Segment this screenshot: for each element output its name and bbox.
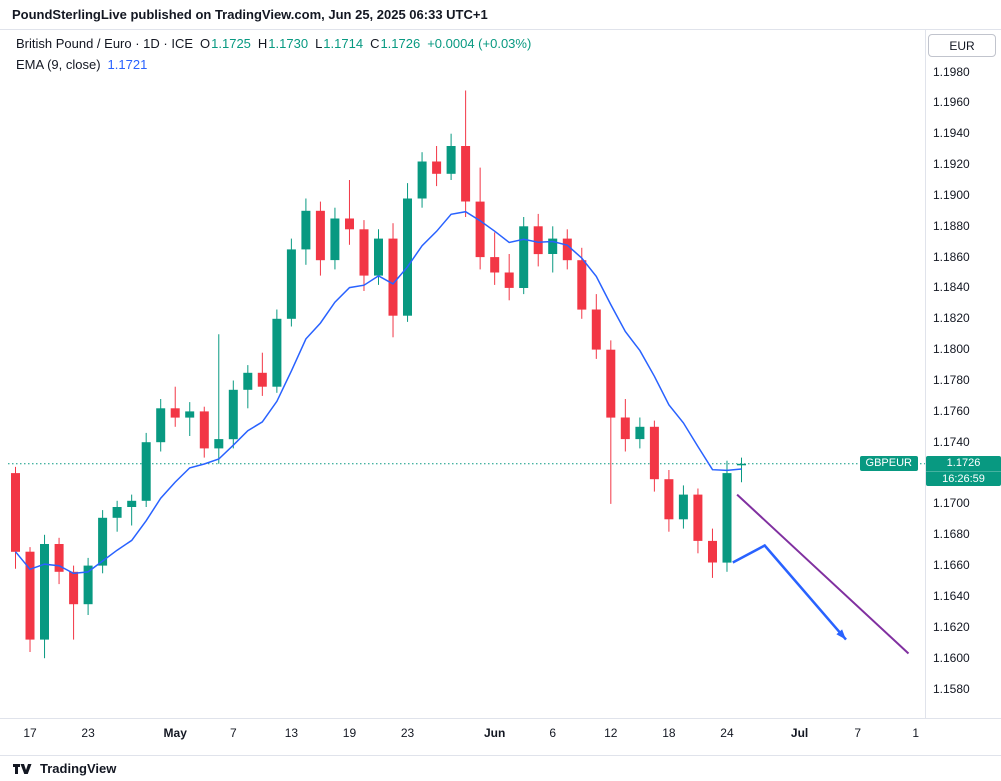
price-axis-label: 1.1800 [933, 342, 970, 357]
ohlc-close-value: 1.1726 [380, 36, 421, 51]
time-axis-label: 7 [854, 726, 861, 740]
time-axis-label: Jun [483, 726, 506, 740]
time-axis-label: 13 [284, 726, 299, 740]
tradingview-brand-text: TradingView [40, 761, 117, 776]
price-axis-label: 1.1620 [933, 619, 970, 634]
ohlc-low-value: 1.1714 [323, 36, 364, 51]
time-axis-label: 17 [23, 726, 37, 740]
ohlc-high-label: H [257, 36, 268, 51]
price-axis-label: 1.1600 [933, 650, 970, 665]
ohlc-open-label: O [200, 36, 211, 51]
ohlc-high-value: 1.1730 [268, 36, 309, 51]
indicator-value: 1.1721 [107, 57, 148, 72]
time-axis-label: 24 [720, 726, 734, 740]
price-axis-label: 1.1900 [933, 187, 970, 202]
price-axis-label: 1.1700 [933, 496, 970, 511]
time-axis-label: 6 [549, 726, 557, 740]
price-axis-label: 1.1580 [933, 681, 970, 696]
time-axis-label: Jul [790, 726, 809, 740]
price-axis-label: 1.1920 [933, 157, 970, 172]
attribution-text: PoundSterlingLive published on TradingVi… [12, 7, 488, 22]
ohlc-close-label: C [370, 36, 380, 51]
price-axis-label: 1.1660 [933, 558, 970, 573]
currency-unit-button[interactable]: EUR [928, 34, 996, 57]
time-axis[interactable]: 17 23 May 7 13 19 23 Jun 6 12 18 24 Jul 7 1 [0, 718, 1001, 747]
time-axis-label: 1 [912, 726, 920, 740]
attribution-bar: PoundSterlingLive published on TradingVi… [0, 0, 1001, 30]
price-axis-label: 1.1760 [933, 403, 970, 418]
price-axis-label: 1.1780 [933, 373, 970, 387]
chart-legend: British Pound / Euro · 1D · ICE O1.1725 H1… [16, 36, 531, 78]
price-axis-label: 1.1940 [933, 126, 970, 141]
tradingview-link[interactable]: TradingView [12, 761, 116, 776]
price-axis-label: 1.1980 [933, 64, 970, 79]
tradingview-logo-icon [13, 763, 32, 774]
time-axis-label: May [163, 726, 187, 740]
price-axis-label: 1.1880 [933, 218, 970, 233]
bar-countdown: 16:26:59 [926, 470, 1001, 486]
price-change: +0.0004 (+0.03%) [427, 36, 532, 51]
footer-bar: TradingView [0, 755, 1001, 781]
indicator-row: EMA (9, close) 1.1721 [16, 57, 531, 73]
time-axis-label: 12 [604, 726, 618, 740]
price-axis[interactable]: 1.1980 1.1960 1.1940 1.1920 1.1900 1.1880 1.18… [925, 30, 1001, 718]
price-axis-label: 1.1680 [933, 527, 970, 542]
indicator-label: EMA (9, close) [16, 57, 101, 72]
time-axis-label: 7 [229, 726, 237, 740]
time-axis-label: 23 [81, 726, 95, 740]
price-axis-label: 1.1840 [933, 280, 970, 295]
time-axis-label: 18 [662, 726, 676, 740]
ohlc-open-value: 1.1725 [211, 36, 251, 51]
price-axis-label: 1.1820 [933, 311, 970, 326]
price-axis-label: 1.1740 [933, 434, 970, 449]
time-axis-label: 19 [342, 726, 357, 740]
time-axis-label: 23 [400, 726, 415, 740]
symbol-title: British Pound / Euro · 1D · ICE [16, 36, 194, 51]
symbol-row: British Pound / Euro · 1D · ICE O1.1725 H1… [16, 36, 531, 52]
last-price-value: 1.1726 [946, 456, 981, 469]
price-axis-label: 1.1960 [933, 95, 970, 110]
price-axis-label: 1.1860 [933, 249, 970, 264]
ohlc-low-label: L [315, 36, 323, 51]
last-price-symbol-badge: GBPEUR [859, 456, 918, 472]
price-axis-label: 1.1640 [933, 588, 970, 603]
last-price-axis-badge: 1.1726 16:26:59 [926, 455, 1001, 486]
